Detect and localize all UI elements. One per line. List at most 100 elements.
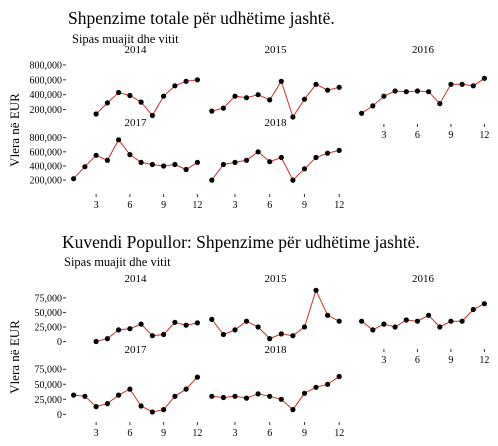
data-point xyxy=(104,157,110,163)
chart1-subtitle: Sipas muajit dhe vitit xyxy=(72,32,179,46)
y-tick-label: 50,000 xyxy=(35,380,63,391)
x-tick-label: 3 xyxy=(94,428,99,439)
data-point xyxy=(209,177,215,183)
data-point xyxy=(194,374,200,380)
data-point xyxy=(267,97,273,103)
data-point xyxy=(127,152,133,158)
data-point xyxy=(220,105,226,111)
x-tick-label: 12 xyxy=(479,130,489,141)
data-point xyxy=(313,384,319,390)
data-point xyxy=(267,159,273,165)
data-point xyxy=(232,93,238,99)
data-point xyxy=(392,88,398,94)
data-point xyxy=(313,154,319,161)
panel-strip-label: 2016 xyxy=(412,273,435,285)
data-point xyxy=(220,394,226,401)
panel-strip-label: 2018 xyxy=(265,344,288,356)
panel-strip-label: 2018 xyxy=(265,117,288,129)
panel-2015: 2015 xyxy=(209,273,342,342)
y-tick-label: 75,000 xyxy=(35,365,63,376)
panel-2018: 2018 3 6 9 12 xyxy=(209,344,344,439)
panel-strip-label: 2014 xyxy=(125,44,148,56)
data-point xyxy=(448,81,454,87)
data-point xyxy=(255,92,261,98)
data-point xyxy=(459,81,465,87)
data-point xyxy=(93,404,99,410)
x-tick-label: 12 xyxy=(192,428,202,439)
x-tick-label: 6 xyxy=(267,200,272,211)
x-tick-label: 12 xyxy=(334,200,344,211)
panel-2018: 2018 3 6 9 12 xyxy=(209,117,344,211)
data-point xyxy=(183,78,189,84)
chart1-y-axis-label: Vlera në EUR xyxy=(7,93,22,167)
data-point xyxy=(470,83,476,89)
data-point xyxy=(278,331,284,337)
data-point xyxy=(183,386,189,392)
data-point xyxy=(232,393,238,399)
data-point xyxy=(301,96,308,102)
data-point xyxy=(93,152,99,158)
data-point xyxy=(194,320,200,326)
y-tick-label: 25,000 xyxy=(35,395,63,406)
data-point xyxy=(194,159,200,165)
data-point xyxy=(290,114,296,120)
panel-strip-label: 2015 xyxy=(265,44,288,56)
data-point xyxy=(403,89,409,95)
data-point xyxy=(278,154,284,161)
y-tick-label: 50,000 xyxy=(35,308,63,319)
data-point xyxy=(172,319,178,325)
data-point xyxy=(104,336,110,342)
chart2-y-axis-label: Vlera në EUR xyxy=(7,320,22,394)
data-point xyxy=(138,403,144,409)
data-point xyxy=(426,89,432,95)
y-tick-label: 400,000 xyxy=(30,90,63,101)
data-point xyxy=(243,95,250,101)
x-tick-label: 3 xyxy=(381,355,386,366)
data-point xyxy=(243,395,250,401)
data-point xyxy=(127,326,133,332)
data-point xyxy=(104,100,110,106)
chart1-panels: 2014 200,000 400,000 600,000 800,000 2015 2016… xyxy=(30,44,490,211)
y-tick-label: 25,000 xyxy=(35,322,63,333)
series-line xyxy=(211,376,340,411)
data-point xyxy=(459,318,465,324)
data-point xyxy=(313,81,319,87)
data-point xyxy=(138,159,144,165)
y-tick-label: 400,000 xyxy=(30,161,63,172)
data-point xyxy=(392,324,398,330)
x-tick-label: 9 xyxy=(161,428,166,439)
data-point xyxy=(414,318,420,324)
y-tick-label: 800,000 xyxy=(30,133,63,144)
data-point xyxy=(127,92,133,99)
series-line xyxy=(361,77,485,114)
x-tick-label: 3 xyxy=(232,428,237,439)
data-point xyxy=(71,392,77,398)
series-line xyxy=(211,149,340,181)
y-tick-label: 75,000 xyxy=(35,293,63,304)
y-tick-label: 600,000 xyxy=(30,75,63,86)
data-point xyxy=(301,324,308,330)
series-line xyxy=(73,138,198,180)
data-point xyxy=(172,83,178,89)
data-point xyxy=(325,150,331,156)
chart2-title: Kuvendi Popullor: Shpenzime për udhëtime… xyxy=(62,232,420,252)
data-point xyxy=(448,318,454,324)
data-point xyxy=(127,386,133,392)
data-point xyxy=(232,327,238,333)
data-point xyxy=(403,317,409,323)
series-line xyxy=(211,288,340,340)
data-point xyxy=(161,93,167,99)
data-point xyxy=(381,321,387,327)
data-point xyxy=(426,312,432,318)
data-point xyxy=(220,161,226,168)
data-point xyxy=(209,108,215,114)
data-point xyxy=(381,93,387,99)
data-point xyxy=(336,318,342,324)
data-point xyxy=(104,401,110,407)
series-line xyxy=(361,303,485,331)
x-tick-label: 6 xyxy=(127,428,132,439)
data-point xyxy=(172,393,178,399)
y-tick-label: 0 xyxy=(57,337,62,348)
data-point xyxy=(194,77,200,83)
